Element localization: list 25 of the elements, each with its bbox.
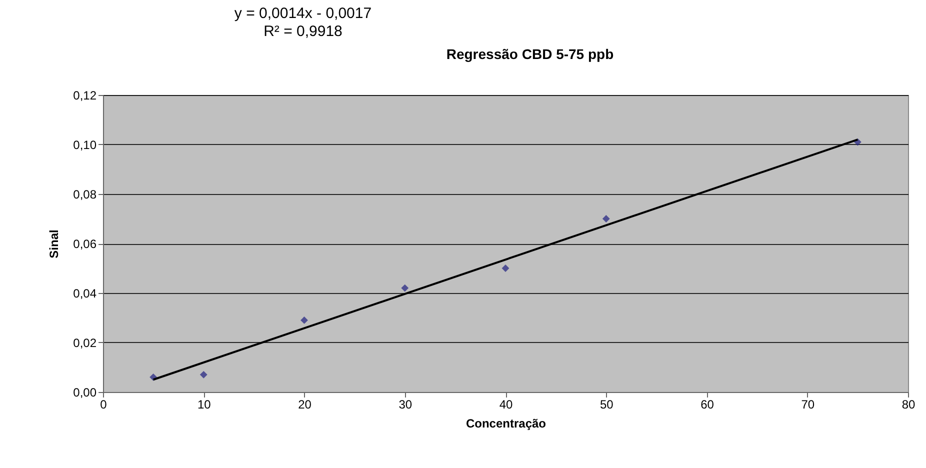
point bbox=[602, 215, 610, 222]
x-tick-label: 40 bbox=[499, 398, 513, 412]
text: y = 0,0014x - 0,0017 bbox=[234, 5, 372, 22]
x-tick-label: 80 bbox=[902, 398, 916, 412]
y-tick-label: 0,00 bbox=[73, 386, 97, 400]
point bbox=[200, 370, 208, 378]
chart-title: Regressão CBD 5-75 ppb bbox=[446, 46, 614, 62]
x-tick-label: 70 bbox=[801, 398, 815, 412]
y-tick-label: 0,02 bbox=[73, 336, 97, 350]
point bbox=[300, 316, 308, 324]
x-tick-label: 0 bbox=[100, 398, 108, 412]
y-axis-title: Sinal bbox=[47, 230, 62, 258]
x-tick-label: 50 bbox=[600, 398, 614, 412]
x-tick-label: 30 bbox=[398, 398, 412, 412]
y-tick-label: 0,08 bbox=[73, 188, 97, 202]
y-tick-label: 0,06 bbox=[73, 237, 97, 251]
point bbox=[401, 284, 409, 292]
y-tick-label: 0,12 bbox=[73, 88, 97, 102]
y-tick-label: 0,10 bbox=[73, 138, 97, 152]
x-tick-label: 20 bbox=[298, 398, 312, 412]
text: R² = 0,9918 bbox=[264, 23, 342, 40]
x-tick-label: 10 bbox=[197, 398, 212, 412]
y-tick-label: 0,04 bbox=[73, 286, 97, 300]
x-axis-title: Concentração bbox=[466, 416, 546, 430]
x-tick-label: 60 bbox=[700, 398, 714, 412]
